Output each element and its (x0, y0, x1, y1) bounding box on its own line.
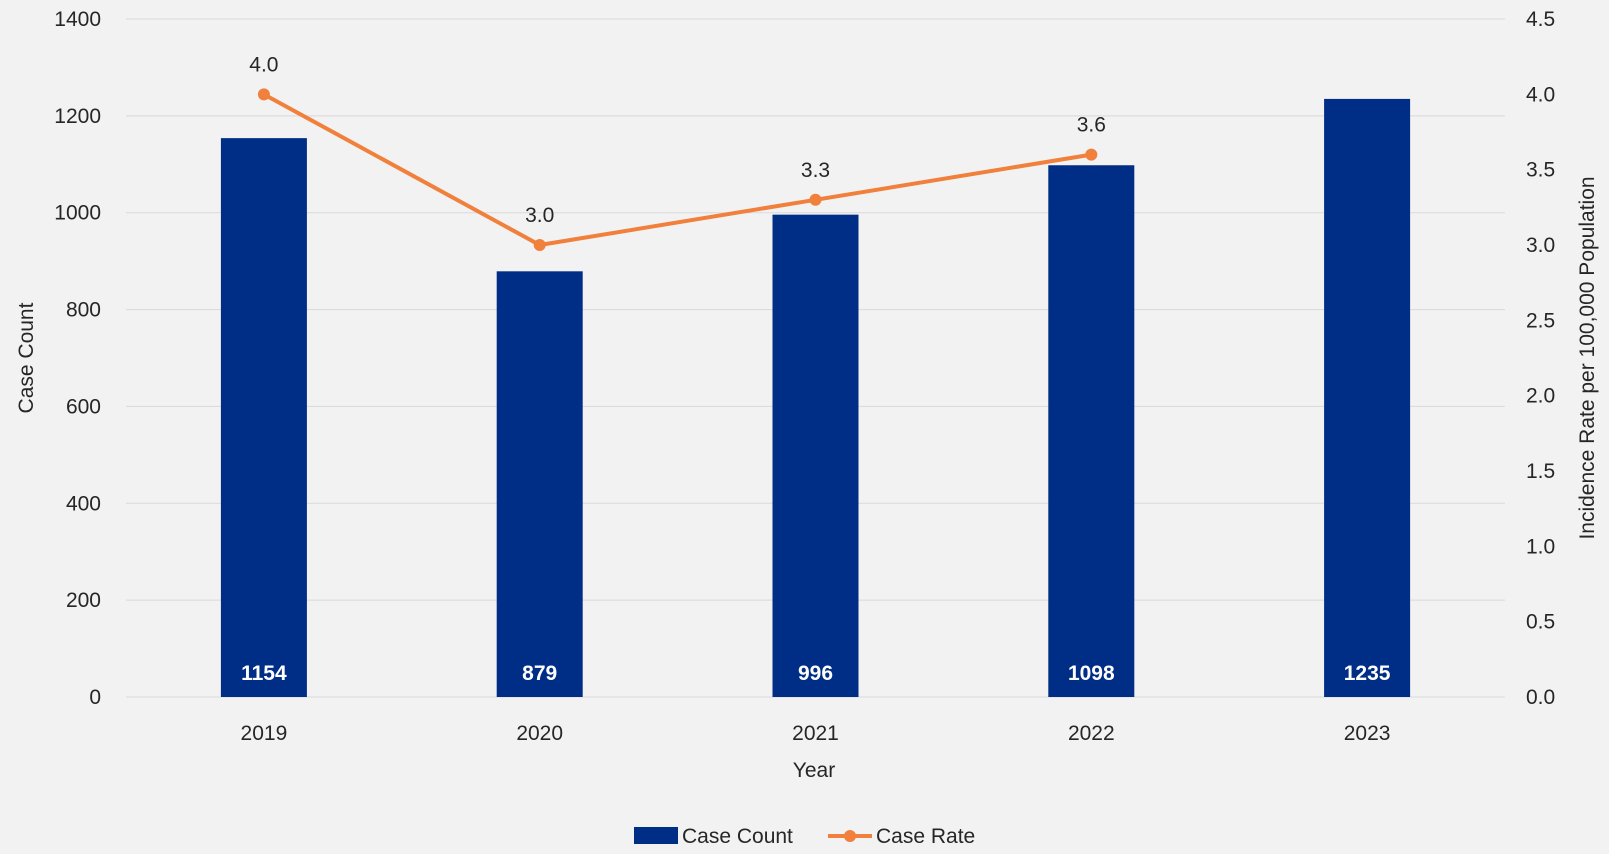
bar-value-label: 996 (798, 662, 833, 685)
bar-data-labels: 1154 879 996 1098 1235 (241, 662, 1391, 685)
bar-case-count (220, 138, 307, 698)
bar-value-label: 1098 (1068, 662, 1115, 685)
x-tick-label: 2019 (241, 722, 288, 745)
y2-tick-label: 1.5 (1526, 460, 1555, 483)
line-value-label: 4.0 (249, 53, 278, 76)
line-value-label: 3.6 (1077, 114, 1106, 137)
y-tick-label: 400 (66, 492, 101, 515)
bar-case-count (772, 214, 859, 697)
bar-case-count (1048, 165, 1135, 698)
y-axis-title: Case Count (15, 302, 38, 413)
legend-swatch-case-count (634, 827, 678, 844)
y-tick-label: 1000 (54, 202, 101, 225)
bar-series (220, 98, 1411, 698)
y2-tick-label: 0.0 (1526, 686, 1555, 709)
line-value-label: 3.0 (525, 204, 554, 227)
line-point-case-rate (257, 88, 270, 101)
x-tick-label: 2021 (792, 722, 839, 745)
x-tick-label: 2023 (1344, 722, 1391, 745)
y-tick-label: 1200 (54, 105, 101, 128)
y2-tick-label: 2.5 (1526, 309, 1555, 332)
left-axis-ticks: 0 200 400 600 800 1000 1200 1400 (54, 8, 101, 709)
line-case-rate (262, 92, 1092, 247)
line-series (257, 88, 1098, 251)
line-point-case-rate (533, 239, 546, 251)
bar-value-label: 1235 (1344, 662, 1391, 685)
y-tick-label: 1400 (54, 8, 101, 31)
bar-value-label: 1154 (241, 662, 287, 685)
legend-label-case-rate: Case Rate (876, 825, 975, 848)
y2-tick-label: 1.0 (1526, 535, 1555, 558)
line-point-case-rate (809, 193, 822, 206)
y-tick-label: 200 (66, 589, 101, 612)
line-data-labels: 4.0 3.0 3.3 3.6 (249, 53, 1106, 227)
y2-tick-label: 0.5 (1526, 611, 1555, 634)
bar-value-label: 879 (522, 662, 557, 685)
y2-tick-label: 3.0 (1526, 234, 1555, 257)
x-axis-ticks: 2019 2020 2021 2022 2023 (241, 722, 1391, 745)
y2-tick-label: 4.5 (1526, 8, 1555, 31)
y2-tick-label: 4.0 (1526, 83, 1555, 106)
x-tick-label: 2022 (1068, 722, 1115, 745)
y-tick-label: 800 (66, 299, 101, 322)
legend-label-case-count: Case Count (682, 825, 793, 848)
y2-tick-label: 2.0 (1526, 385, 1555, 408)
x-axis-title: Year (793, 759, 835, 782)
y-tick-label: 600 (66, 395, 101, 418)
y2-axis-title: Incidence Rate per 100,000 Population (1576, 176, 1599, 539)
bar-case-count (496, 271, 583, 697)
y-tick-label: 0 (89, 686, 101, 709)
right-axis-ticks: 0.0 0.5 1.0 1.5 2.0 2.5 3.0 3.5 4.0 4.5 (1526, 8, 1555, 709)
legend: Case Count Case Rate (634, 825, 975, 848)
line-point-case-rate (1085, 148, 1098, 161)
x-tick-label: 2020 (516, 722, 563, 745)
line-value-label: 3.3 (801, 159, 830, 182)
y2-tick-label: 3.5 (1526, 159, 1555, 182)
legend-swatch-case-rate-marker (844, 830, 856, 842)
bar-case-count (1324, 98, 1411, 697)
